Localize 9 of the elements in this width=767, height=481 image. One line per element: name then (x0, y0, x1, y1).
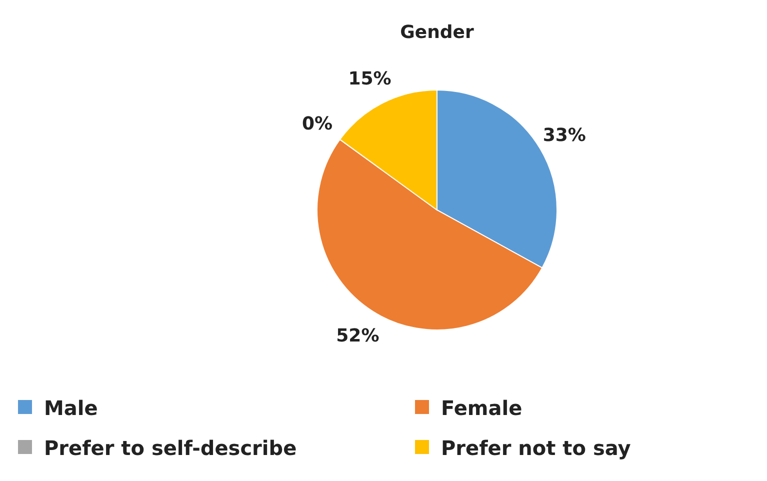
data-label: 52% (336, 325, 380, 346)
chart-title: Gender (400, 22, 474, 43)
data-label: 15% (348, 68, 392, 90)
data-label: 33% (542, 124, 586, 146)
legend-label: Male (44, 396, 98, 420)
legend-label: Prefer not to say (441, 436, 631, 460)
legend-label: Prefer to self-describe (44, 436, 297, 460)
legend-label: Female (441, 396, 522, 420)
text: 0% (302, 113, 333, 134)
